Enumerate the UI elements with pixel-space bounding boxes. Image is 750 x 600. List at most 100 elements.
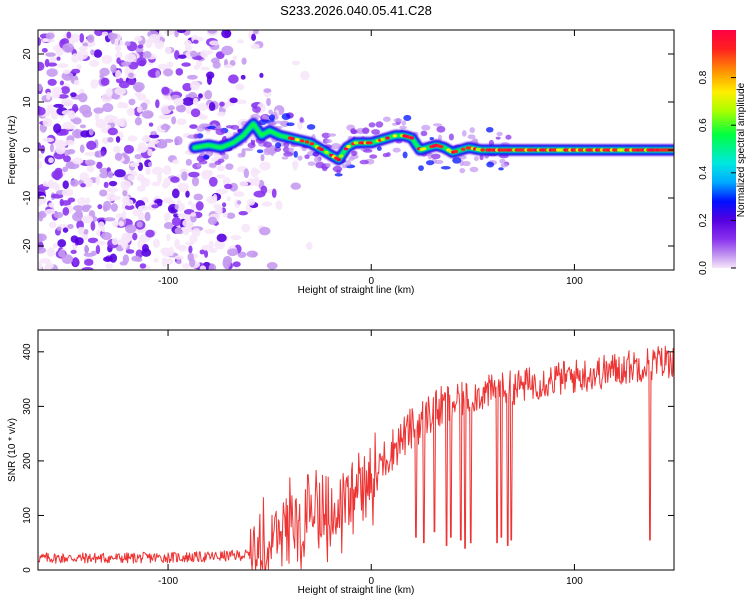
spectrogram-peak xyxy=(336,158,341,162)
spectrogram-cell xyxy=(241,57,247,65)
spectrogram-cell xyxy=(112,220,119,228)
spectrogram-cell xyxy=(174,204,179,210)
spectrogram-cell xyxy=(38,261,43,270)
spectrogram-cell xyxy=(136,221,143,228)
spectrogram-cell xyxy=(185,241,195,246)
spectrogram-cell xyxy=(452,157,462,164)
spectrogram-cell xyxy=(235,83,245,91)
spectrogram-cell xyxy=(56,226,62,231)
spectrogram-cell xyxy=(72,117,82,125)
spectrogram-cell xyxy=(499,158,506,164)
spectrogram-cell xyxy=(126,107,135,116)
spectrogram-cell xyxy=(247,142,256,149)
spectrogram-cell xyxy=(57,94,69,99)
spectrogram-cell xyxy=(221,30,232,39)
spectrogram-cell xyxy=(238,211,248,216)
spec-ytick-label: 10 xyxy=(22,96,33,108)
spectrogram-cell xyxy=(174,255,184,260)
spectrogram-cell xyxy=(101,226,106,233)
spectrogram-peak xyxy=(421,147,427,151)
spectrogram-peak xyxy=(409,136,415,140)
spectrogram-cell xyxy=(207,49,214,55)
spectrogram-cell xyxy=(313,156,321,163)
figure-title: S233.2026.040.05.41.C28 xyxy=(280,3,432,18)
spectrogram-cell xyxy=(182,97,194,106)
spectrogram-cell xyxy=(42,117,53,127)
spectrogram-cell xyxy=(272,120,283,124)
spectrogram-cell xyxy=(44,58,50,68)
spectrogram-noise xyxy=(38,30,313,270)
spectrogram-cell xyxy=(77,50,89,60)
spectrogram-cell xyxy=(79,144,85,153)
spectrogram-cell xyxy=(109,253,118,263)
spectrogram-cell xyxy=(134,153,143,160)
spectrogram-cell xyxy=(350,128,357,134)
spectrogram-cell xyxy=(118,117,128,128)
spectrogram-cell xyxy=(185,104,192,115)
spectrogram-cell xyxy=(187,74,198,80)
spectrogram-peak xyxy=(460,147,466,151)
spectrogram-cell xyxy=(61,110,73,116)
spectrogram-cell xyxy=(94,112,100,122)
spectrogram-cell xyxy=(112,145,121,153)
spectrogram-cell xyxy=(165,258,174,265)
spectrogram-cell xyxy=(137,205,143,213)
spectrogram-cell xyxy=(84,177,93,188)
spectrogram-cell xyxy=(101,31,109,37)
spectrogram-cell xyxy=(152,238,160,248)
spectrogram-cell xyxy=(185,190,190,198)
spectrogram-cell xyxy=(216,111,226,117)
spectrogram-cell xyxy=(39,258,51,264)
spectrogram-cell xyxy=(157,173,163,184)
spectrogram-cell xyxy=(115,136,121,143)
spectrogram-cell xyxy=(121,239,128,250)
spectrogram-cell xyxy=(120,180,132,189)
spectrogram-cell xyxy=(147,148,153,157)
spectrogram-cell xyxy=(99,189,108,197)
spectrogram-cell xyxy=(67,148,76,155)
spectrogram-cell xyxy=(188,245,193,254)
spectrogram-cell xyxy=(148,122,154,127)
spectrogram-cell xyxy=(51,86,63,96)
spectrogram-cell xyxy=(221,155,226,159)
spectrogram-cell xyxy=(77,197,87,206)
spectrogram-cell xyxy=(498,167,504,171)
spectrogram-cell xyxy=(228,74,239,84)
spectrogram-cell xyxy=(431,153,441,160)
spec-ytick-label: -10 xyxy=(22,190,33,205)
spectrogram-cell xyxy=(163,197,173,204)
spectrogram-cell xyxy=(156,141,168,149)
spectrogram-cell xyxy=(293,150,298,158)
spectrogram-cell xyxy=(187,252,194,262)
spectrogram-cell xyxy=(244,147,254,152)
spectrogram-cell xyxy=(192,39,199,44)
spectrogram-cell xyxy=(134,91,141,97)
spectrogram-cell xyxy=(234,266,241,270)
spectrogram-cell xyxy=(163,177,172,187)
spectrogram-cell xyxy=(188,171,200,178)
spectrogram-cell xyxy=(229,97,238,104)
spectrogram-cell xyxy=(261,114,268,119)
spectrogram-cell xyxy=(134,36,143,42)
spectrogram-cell xyxy=(166,61,174,69)
spectrogram-cell xyxy=(115,45,122,52)
spectrogram-cell xyxy=(136,185,146,192)
spectrogram-cell xyxy=(288,147,294,152)
spectrogram-cell xyxy=(125,249,135,254)
spectrogram-cell xyxy=(437,134,443,142)
spectrogram-peak xyxy=(392,134,398,138)
spectrogram-cell xyxy=(82,216,90,224)
spectrogram-cell xyxy=(260,185,268,195)
spectrogram-cell xyxy=(57,239,67,248)
spectrogram-cell xyxy=(52,243,58,249)
spectrogram-cell xyxy=(393,118,403,123)
spectrogram-cell xyxy=(46,247,56,257)
spectrogram-cell xyxy=(105,87,113,97)
spectrogram-cell xyxy=(171,188,180,199)
spectrogram-cell xyxy=(200,123,210,128)
spectrogram-cell xyxy=(251,33,257,41)
spectrogram-cell xyxy=(486,126,494,133)
spectrogram-cell xyxy=(136,57,147,67)
spectrogram-cell xyxy=(473,156,479,162)
spectrogram-peak xyxy=(385,136,390,140)
